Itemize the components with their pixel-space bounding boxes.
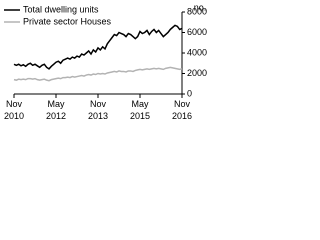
y-tick-label: 6000 (187, 27, 207, 37)
legend-label: Private sector Houses (23, 16, 112, 26)
page: no. 0 2000 4000 6000 8000 Total dwelling unit… (0, 0, 215, 132)
y-tick-label: 4000 (187, 47, 207, 57)
x-tick-label: Nov 2010 (3, 99, 25, 121)
x-tick-label: May 2015 (129, 99, 151, 121)
y-tick-label: 0 (187, 88, 192, 98)
x-tick-label: Nov 2013 (87, 99, 109, 121)
y-tick-label: 8000 (187, 6, 207, 16)
x-tick-label: May 2012 (45, 99, 67, 121)
line (13, 24, 183, 70)
y-tick-label: 2000 (187, 68, 207, 78)
y-axis-label: no. (194, 2, 207, 12)
legend-label: Total dwelling units (23, 4, 99, 14)
chart: no. 0 2000 4000 6000 8000 Total dwelling unit… (4, 2, 207, 98)
line (13, 66, 183, 82)
x-tick-label: Nov 2016 (171, 99, 193, 121)
